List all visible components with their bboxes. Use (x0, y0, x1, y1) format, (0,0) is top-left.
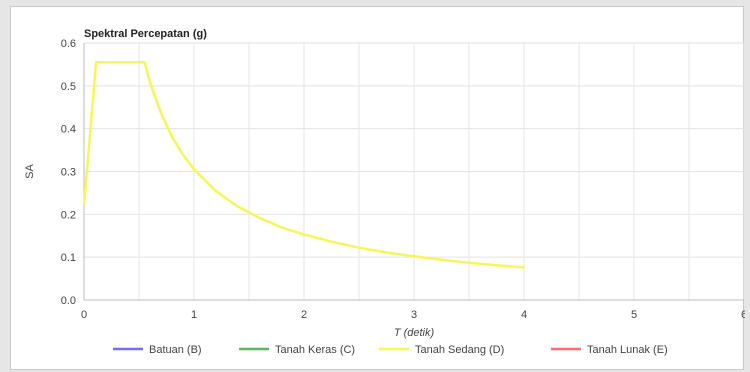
series-line-tanah-sedang (82, 61, 525, 269)
legend-label: Tanah Keras (C) (275, 344, 355, 356)
x-tick-label: 3 (411, 309, 417, 321)
y-tick-label: 0.1 (61, 252, 76, 264)
y-tick-label: 0.2 (61, 209, 76, 221)
x-tick-label: 6 (741, 309, 745, 321)
y-tick-label: 0.3 (61, 167, 76, 179)
series-layer (82, 61, 525, 269)
y-axis-label: SA (24, 164, 36, 179)
legend-label: Tanah Lunak (E) (587, 344, 668, 356)
x-axis-label: T (detik) (394, 327, 435, 339)
x-tick-label: 5 (631, 309, 637, 321)
legend: Batuan (B) Tanah Keras (C) Tanah Sedang (D… (113, 344, 668, 356)
axes (83, 43, 744, 301)
y-tick-label: 0.4 (61, 124, 76, 136)
y-tick-label: 0.5 (61, 81, 76, 93)
y-tick-label: 0.0 (61, 295, 76, 307)
legend-label: Batuan (B) (149, 344, 202, 356)
legend-label: Tanah Sedang (D) (415, 344, 504, 356)
tick-labels: 0.0 0.1 0.2 0.3 0.4 0.5 0.6 0 1 2 3 4 5 6 (61, 38, 745, 321)
chart-title: Spektral Percepatan (g) (84, 28, 207, 40)
response-spectrum-chart: 0.0 0.1 0.2 0.3 0.4 0.5 0.6 0 1 2 3 4 5 6 Spektral Pe… (24, 28, 745, 356)
x-tick-label: 0 (81, 309, 87, 321)
grid (83, 42, 745, 301)
chart-panel: 0.0 0.1 0.2 0.3 0.4 0.5 0.6 0 1 2 3 4 5 6 Spektral Pe… (10, 6, 745, 370)
y-tick-label: 0.6 (61, 38, 76, 50)
x-tick-label: 2 (301, 309, 307, 321)
x-tick-label: 4 (521, 309, 527, 321)
x-tick-label: 1 (191, 309, 197, 321)
